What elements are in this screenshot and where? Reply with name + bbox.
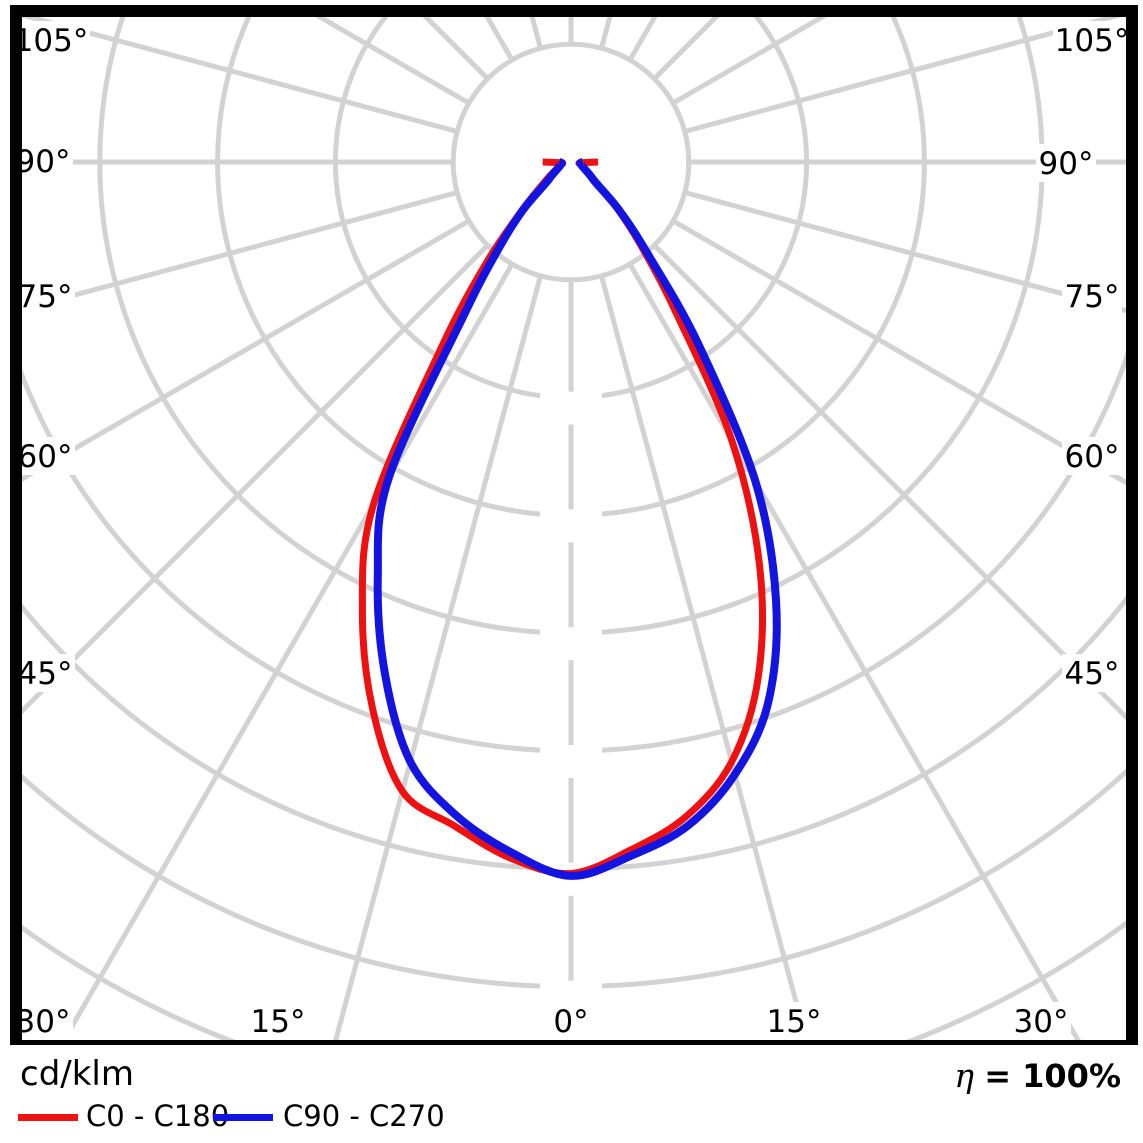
- grid-radial-line: [60, 262, 515, 1041]
- angle-label: 30°: [16, 1004, 71, 1040]
- frame-top: [10, 5, 1138, 17]
- angle-label: 105°: [1055, 23, 1130, 59]
- angle-label-mask: [248, 1002, 308, 1040]
- axis-value-box: [540, 745, 602, 778]
- angle-label-mask: [15, 437, 75, 475]
- legend-swatch-c0-c180: [18, 1114, 78, 1121]
- angle-label: 15°: [767, 1004, 822, 1040]
- eta-value: = 100%: [984, 1057, 1121, 1095]
- axis-value-box: [540, 627, 602, 661]
- grid-radial-line: [684, 16, 1126, 134]
- angle-label: 15°: [251, 1004, 306, 1040]
- eta-symbol: η: [954, 1056, 975, 1095]
- angle-label-mask: [1062, 277, 1122, 315]
- axis-value-box: [540, 509, 602, 543]
- frame-right: [1126, 5, 1138, 1045]
- grid-radial-line: [22, 190, 458, 312]
- unit-label: cd/klm: [20, 1054, 134, 1094]
- angle-label-mask: [1062, 654, 1122, 692]
- grid-ring: [450, 41, 692, 283]
- axis-value-box: [540, 391, 602, 425]
- intensity-curves: [358, 158, 781, 880]
- frame-left: [10, 5, 22, 1045]
- frame-bottom: [10, 1040, 1138, 1045]
- angle-label: 45°: [1065, 656, 1120, 692]
- angle-label-mask: [13, 1002, 73, 1040]
- legend-label-c0-c180: C0 - C180: [86, 1099, 230, 1133]
- grid-radial-line: [22, 218, 471, 482]
- angle-label: 0°: [553, 1004, 588, 1040]
- angle-label-mask: [1062, 437, 1122, 475]
- angle-label-mask: [15, 277, 75, 315]
- angle-label-mask: [548, 1002, 594, 1040]
- grid-radial-line: [599, 275, 810, 1041]
- grid-radial-line: [671, 218, 1126, 486]
- grid-radial-line: [684, 190, 1126, 314]
- angle-label-mask: [13, 142, 73, 180]
- angle-labels: 105° 90° 75° 60° 45° 105° 90° 75° 60° 45° 30° 15° 0°…: [12, 21, 1131, 1040]
- angle-label-mask: [1036, 144, 1096, 182]
- curve-c90-c270: [373, 158, 781, 880]
- angle-label: 105°: [14, 23, 89, 59]
- angle-label: 45°: [18, 656, 73, 692]
- efficiency-label: η = 100%: [954, 1056, 1121, 1095]
- angle-label: 90°: [16, 144, 71, 180]
- angle-label: 60°: [1065, 439, 1120, 475]
- angle-label-mask: [1053, 21, 1131, 59]
- legend-swatch-c90-c270: [213, 1114, 273, 1121]
- plot-frame: [10, 5, 1138, 1045]
- angle-label: 75°: [1065, 279, 1120, 315]
- angle-label-mask: [12, 21, 90, 59]
- grid-radial-line: [332, 275, 543, 1041]
- angle-label-mask: [764, 1002, 824, 1040]
- legend-label-c90-c270: C90 - C270: [283, 1099, 445, 1133]
- angle-label: 60°: [18, 439, 73, 475]
- angle-label-mask: [15, 654, 75, 692]
- angle-label-mask: [1011, 1002, 1071, 1040]
- angle-label: 90°: [1039, 146, 1094, 182]
- grid-radial-line: [22, 16, 458, 134]
- angle-label: 30°: [1014, 1004, 1069, 1040]
- angle-label: 75°: [18, 279, 73, 315]
